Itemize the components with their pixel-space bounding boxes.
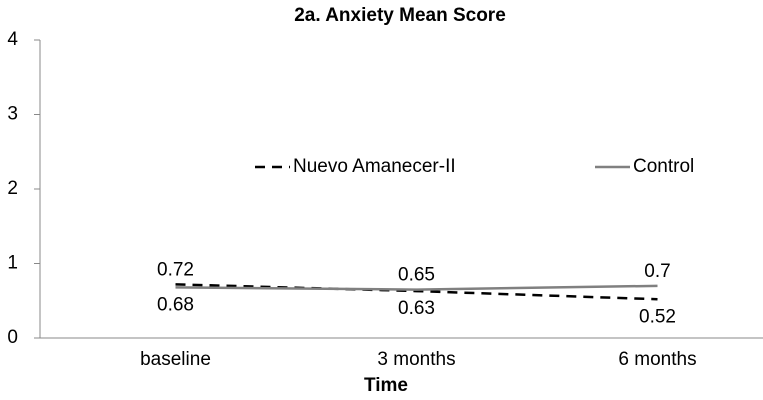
data-label: 0.65 [398,265,435,286]
chart-title: 2a. Anxiety Mean Score [294,5,506,26]
data-label: 0.52 [639,306,676,327]
x-axis-label: Time [364,375,408,396]
y-tick-label: 3 [7,104,18,125]
data-label: 0.72 [157,259,194,280]
y-tick-label: 4 [7,29,18,50]
y-tick-label: 1 [7,253,18,274]
line-series [175,284,658,291]
data-label: 0.7 [644,261,670,282]
data-label: 0.68 [157,294,194,315]
y-tick-label: 0 [7,327,18,348]
y-tick-label: 2 [7,178,18,199]
data-label: 0.63 [398,298,435,319]
line-series [175,283,658,301]
x-tick-label: 3 months [377,349,455,370]
legend-label: Control [633,156,694,177]
legend-label: Nuevo Amanecer-II [293,156,456,177]
x-tick-label: 6 months [618,349,696,370]
x-tick-label: baseline [140,349,211,370]
